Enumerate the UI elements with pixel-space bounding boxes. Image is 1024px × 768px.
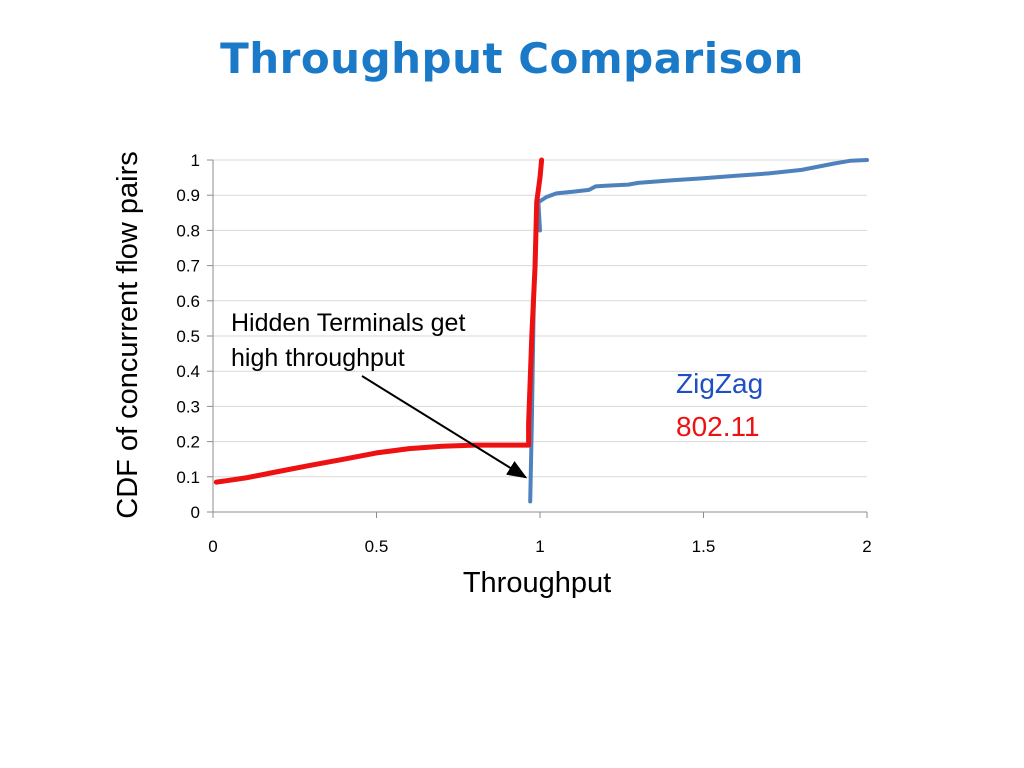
legend-80211: 802.11 bbox=[676, 411, 760, 442]
x-tick-label: 0.5 bbox=[365, 537, 389, 556]
y-tick-label: 0.6 bbox=[176, 292, 200, 311]
x-tick-label: 0 bbox=[208, 537, 217, 556]
slide-title: Throughput Comparison bbox=[220, 34, 804, 83]
annotation-line-1: Hidden Terminals get bbox=[231, 309, 465, 337]
y-tick-label: 0.5 bbox=[176, 327, 200, 346]
x-tick-label: 1.5 bbox=[692, 537, 716, 556]
y-tick-label: 0.7 bbox=[176, 257, 200, 276]
annotation-arrow bbox=[361, 375, 528, 479]
legend: ZigZag 802.11 bbox=[676, 368, 763, 442]
series-line-80211 bbox=[213, 157, 545, 485]
y-tick-label: 0 bbox=[191, 503, 200, 522]
y-tick-labels: 0 0.1 0.2 0.3 0.4 0.5 0.6 0.7 0.8 0.9 1 bbox=[176, 151, 213, 522]
y-tick-label: 0.4 bbox=[176, 362, 200, 381]
x-tick-labels: 0 0.5 1 1.5 2 bbox=[208, 512, 872, 556]
series-line-zigzag bbox=[528, 158, 869, 504]
legend-zigzag: ZigZag bbox=[676, 368, 763, 399]
series-lines bbox=[213, 157, 869, 504]
x-tick-label: 2 bbox=[862, 537, 871, 556]
y-tick-label: 0.9 bbox=[176, 186, 200, 205]
y-axis-title: CDF of concurrent flow pairs bbox=[112, 151, 144, 518]
x-axis-title: Throughput bbox=[463, 567, 611, 599]
y-tick-label: 0.1 bbox=[176, 468, 200, 487]
annotation: Hidden Terminals get high throughput bbox=[231, 309, 528, 479]
y-tick-label: 0.3 bbox=[176, 397, 200, 416]
y-tick-label: 0.8 bbox=[176, 221, 200, 240]
y-tick-label: 1 bbox=[191, 151, 200, 170]
annotation-line-2: high throughput bbox=[231, 344, 405, 372]
x-tick-label: 1 bbox=[535, 537, 544, 556]
y-tick-label: 0.2 bbox=[176, 433, 200, 452]
